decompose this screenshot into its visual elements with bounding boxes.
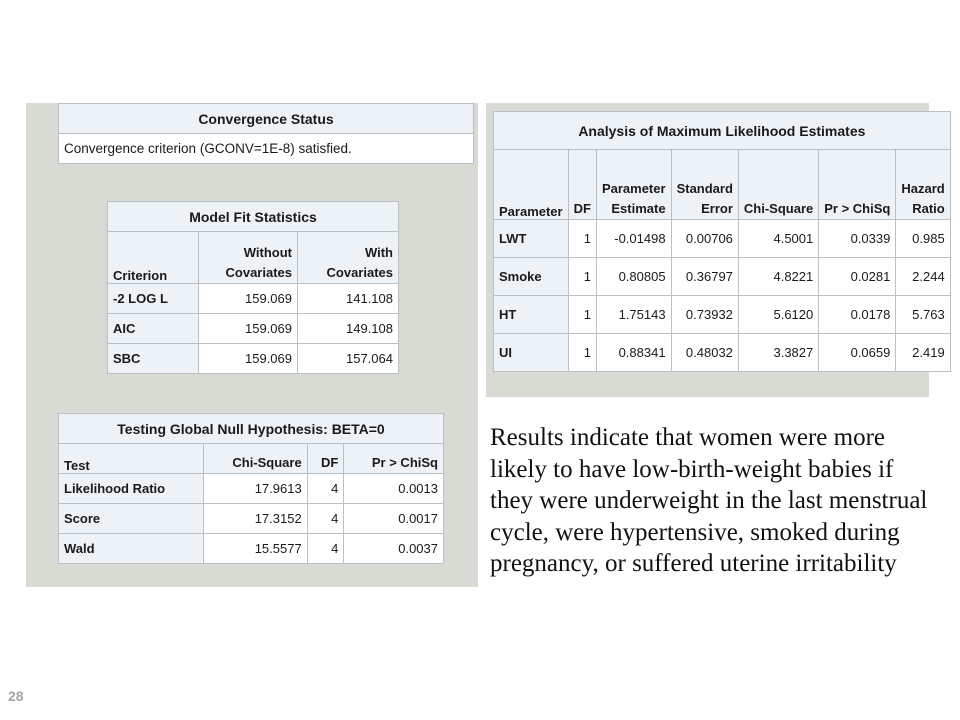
cell: 0.985 (895, 219, 951, 258)
cell: 0.0017 (343, 503, 444, 534)
row-label: -2 LOG L (107, 283, 199, 314)
row-label: HT (493, 295, 569, 334)
column-header: Chi-Square (202, 443, 308, 474)
global-null-hypothesis-table: Testing Global Null Hypothesis: BETA=0 T… (58, 413, 444, 564)
column-header: Test (58, 443, 204, 474)
cell: 1 (567, 295, 597, 334)
table-row: Score 17.3152 4 0.0017 (58, 503, 444, 534)
cell: 0.0178 (818, 295, 897, 334)
column-header: DF (306, 443, 345, 474)
cell: 149.108 (297, 313, 399, 344)
cell: 4.5001 (737, 219, 820, 258)
cell: 0.48032 (670, 333, 739, 372)
table-row: Wald 15.5577 4 0.0037 (58, 533, 444, 564)
table-row: HT 1 1.75143 0.73932 5.6120 0.0178 5.763 (493, 295, 951, 334)
cell: 0.0339 (818, 219, 897, 258)
cell: 0.88341 (595, 333, 672, 372)
cell: 17.9613 (202, 473, 308, 504)
cell: 0.0659 (818, 333, 897, 372)
cell: 5.763 (895, 295, 951, 334)
table-row: Likelihood Ratio 17.9613 4 0.0013 (58, 473, 444, 504)
cell: 1 (567, 257, 597, 296)
column-header: With Covariates (297, 231, 399, 284)
cell: 0.0013 (343, 473, 444, 504)
table-row: AIC 159.069 149.108 (107, 313, 399, 344)
cell: 0.80805 (595, 257, 672, 296)
column-header: Without Covariates (198, 231, 298, 284)
row-label: AIC (107, 313, 199, 344)
column-header: DF (567, 149, 597, 220)
cell: 0.73932 (670, 295, 739, 334)
row-label: Smoke (493, 257, 569, 296)
summary-paragraph: Results indicate that women were more li… (490, 424, 928, 577)
left-results-panel: Convergence Status Convergence criterion… (26, 103, 478, 587)
cell: 0.00706 (670, 219, 739, 258)
page-number: 28 (8, 688, 24, 704)
convergence-status-table: Convergence Status Convergence criterion… (58, 103, 474, 164)
cell: 1.75143 (595, 295, 672, 334)
table-row: -2 LOG L 159.069 141.108 (107, 283, 399, 314)
cell: 0.0037 (343, 533, 444, 564)
row-label: SBC (107, 343, 199, 374)
cell: 159.069 (198, 343, 298, 374)
column-header: Parameter Estimate (595, 149, 672, 220)
convergence-message: Convergence criterion (GCONV=1E-8) satis… (58, 133, 474, 164)
cell: 3.3827 (737, 333, 820, 372)
cell: 1 (567, 333, 597, 372)
column-header: Pr > ChiSq (343, 443, 444, 474)
column-header: Chi-Square (737, 149, 820, 220)
cell: 2.244 (895, 257, 951, 296)
model-fit-statistics-table: Model Fit Statistics Criterion Without C… (107, 201, 399, 374)
table-row: LWT 1 -0.01498 0.00706 4.5001 0.0339 0.9… (493, 219, 951, 258)
global-null-title: Testing Global Null Hypothesis: BETA=0 (58, 413, 444, 444)
maximum-likelihood-estimates-table: Analysis of Maximum Likelihood Estimates… (493, 111, 951, 372)
column-header: Hazard Ratio (895, 149, 951, 220)
cell: -0.01498 (595, 219, 672, 258)
cell: 4 (306, 533, 345, 564)
cell: 4 (306, 503, 345, 534)
convergence-title: Convergence Status (58, 103, 474, 134)
cell: 4 (306, 473, 345, 504)
column-header: Standard Error (670, 149, 739, 220)
table-row: SBC 159.069 157.064 (107, 343, 399, 374)
cell: 4.8221 (737, 257, 820, 296)
table-row: UI 1 0.88341 0.48032 3.3827 0.0659 2.419 (493, 333, 951, 372)
cell: 159.069 (198, 313, 298, 344)
column-header: Criterion (107, 231, 199, 284)
cell: 1 (567, 219, 597, 258)
cell: 15.5577 (202, 533, 308, 564)
row-label: LWT (493, 219, 569, 258)
column-header: Parameter (493, 149, 569, 220)
column-header: Pr > ChiSq (818, 149, 897, 220)
cell: 157.064 (297, 343, 399, 374)
row-label: UI (493, 333, 569, 372)
right-results-panel: Analysis of Maximum Likelihood Estimates… (486, 103, 951, 397)
cell: 159.069 (198, 283, 298, 314)
model-fit-title: Model Fit Statistics (107, 201, 399, 232)
cell: 141.108 (297, 283, 399, 314)
cell: 5.6120 (737, 295, 820, 334)
cell: 0.0281 (818, 257, 897, 296)
row-label: Likelihood Ratio (58, 473, 204, 504)
cell: 0.36797 (670, 257, 739, 296)
cell: 17.3152 (202, 503, 308, 534)
cell: 2.419 (895, 333, 951, 372)
table-row: Smoke 1 0.80805 0.36797 4.8221 0.0281 2.… (493, 257, 951, 296)
row-label: Wald (58, 533, 204, 564)
row-label: Score (58, 503, 204, 534)
mle-title: Analysis of Maximum Likelihood Estimates (493, 111, 951, 150)
